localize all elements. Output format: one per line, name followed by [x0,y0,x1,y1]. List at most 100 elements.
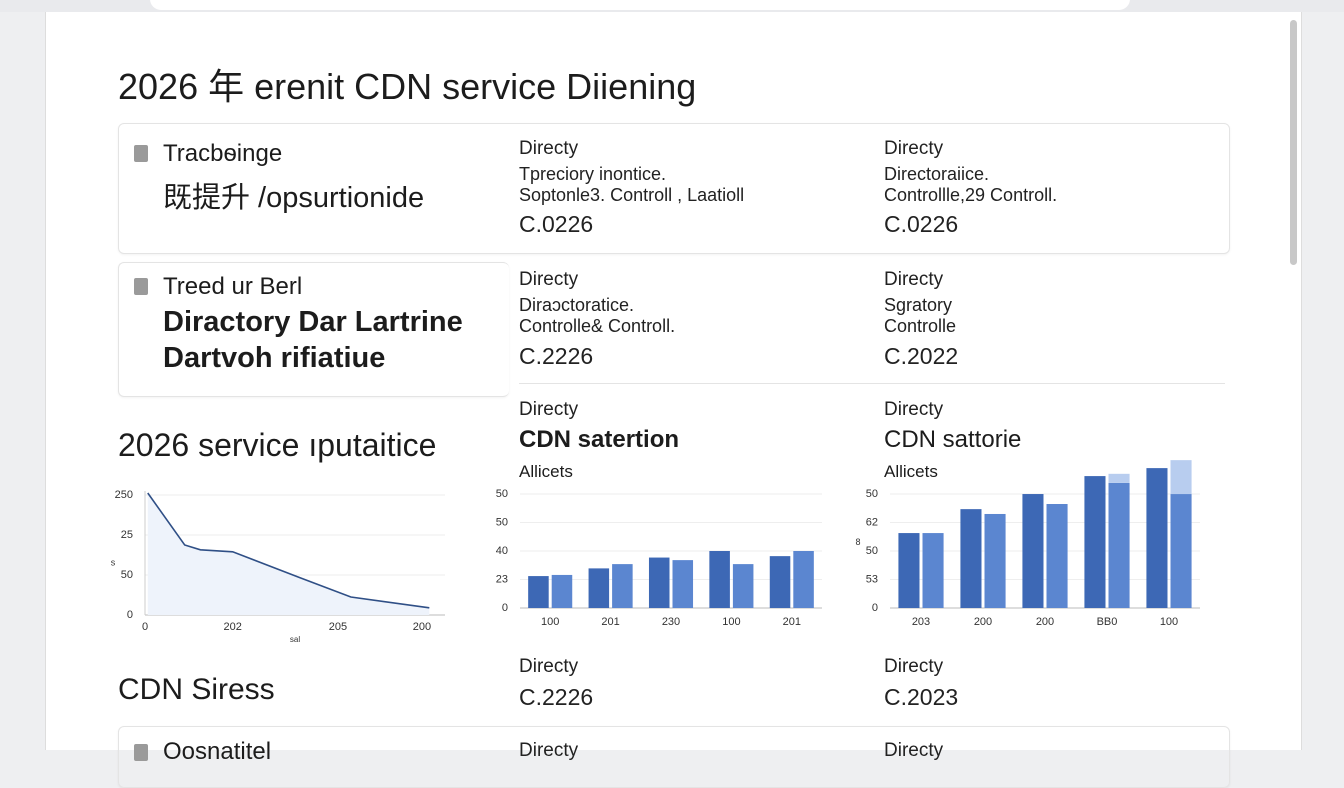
charts: 250 25 50 0 s 0 202 205 200 sal 0 23 40 50 50 100 201 230… [111,460,1200,644]
column-label: Directy [519,269,579,290]
column-label: Directy [519,656,579,677]
bar [1146,468,1168,608]
bar [769,556,791,608]
card-line: 既提升 /opsurtionide [163,182,425,214]
column-line: Diraɔctoratice. [519,295,635,315]
bar [898,533,920,608]
y-tick-label: 0 [502,602,508,614]
x-tick-label: 100 [541,616,559,628]
bar [588,568,610,608]
x-tick-label: 201 [601,616,619,628]
column-value: C.2022 [884,343,959,369]
chart-heading: CDN satertion [519,426,680,453]
column-line: Controlle& Controll. [519,316,676,336]
icon [134,278,148,295]
browser-bar [0,0,1344,12]
icon [134,145,148,162]
x-tick-label: 100 [1160,616,1178,628]
x-tick-label: 202 [224,621,242,633]
column-value: C.0226 [519,211,594,237]
chart-sub: Allicets [519,462,573,481]
y-tick-label: 0 [127,609,133,621]
bar [672,560,694,608]
chart-sub: Allicets [884,462,938,481]
y-tick-label: 25 [121,529,133,541]
column-value: C.0226 [884,211,959,237]
bar [612,564,633,608]
section-title: CDN Siress [118,673,275,706]
y-tick-label: 23 [496,573,508,585]
bar [793,551,814,608]
x-axis-label: sal [290,635,300,644]
section-title: 2026 service ıputaitice [118,427,437,463]
line [147,492,430,609]
column-value: C.2226 [519,343,594,369]
column-label: Directy [884,399,944,420]
bar [732,564,754,608]
x-tick-label: 0 [142,621,148,633]
x-tick-label: 200 [413,621,431,633]
bar [922,533,944,608]
bar [1108,482,1130,608]
x-tick-label: 200 [1036,616,1054,628]
divider [519,383,1225,384]
column-value: C.2023 [884,684,959,710]
line-area [147,493,430,615]
y-tick-label: 50 [496,488,508,500]
chart-heading: CDN sattorie [884,426,1022,453]
card-line: Dartvoh rifiatiue [163,342,386,374]
bar [1022,494,1044,608]
chart-heading: CDN satertion [519,426,679,454]
card [118,262,509,397]
card-line: Diractory Dar Lartrine [163,306,463,338]
x-tick-label: 100 [722,616,740,628]
x-tick-label: 230 [662,616,680,628]
page [45,12,1302,750]
bar [648,557,670,608]
x-tick-label: BB0 [1097,616,1118,628]
y-tick-label: 0 [872,602,878,614]
x-tick-label: 201 [783,616,801,628]
y-tick-label: 53 [866,573,878,585]
bar [1046,504,1068,608]
column-label: Directy [884,138,944,159]
y-axis-label: s [111,557,116,567]
y-tick-label: 40 [496,545,508,557]
y-tick-label: 50 [121,569,133,581]
y-axis-label: 8 [855,537,860,547]
bar [551,574,573,608]
column-label: Directy [519,399,579,420]
column-label: Directy [519,138,579,159]
y-tick-label: 50 [866,488,878,500]
column-line: Controlle [884,316,957,336]
bar [984,513,1006,608]
scrollbar[interactable] [1290,20,1297,265]
bar [1084,476,1106,608]
card-heading: Tracbѳinge [163,140,283,167]
column-value: C.2226 [519,684,594,710]
column-line: Sgratory [884,295,953,315]
x-tick-label: 203 [912,616,930,628]
column-line: Directoraiice. [884,164,990,184]
y-tick-label: 50 [496,516,508,528]
bar [1170,494,1192,608]
bar [1170,460,1192,495]
y-tick-label: 250 [115,489,133,501]
column-line: Soptonle3. Controll , Laatioll [519,185,745,205]
x-tick-label: 200 [974,616,992,628]
bar [709,551,730,608]
column-label: Directy [884,656,944,677]
bar [1108,473,1130,483]
card-heading: Treed ur Berl [163,273,303,300]
page-title: 2026 年 erenit CDN service Diiening [118,66,697,107]
y-tick-label: 50 [866,545,878,557]
x-tick-label: 205 [329,621,347,633]
address-bar[interactable] [150,0,1130,10]
column-label: Directy [884,269,944,290]
column-line: Controllle,29 Controll. [884,185,1058,205]
column-line: Tpreciory inontice. [519,164,667,184]
bar [960,509,982,608]
card [118,123,1230,254]
y-tick-label: 62 [866,516,878,528]
